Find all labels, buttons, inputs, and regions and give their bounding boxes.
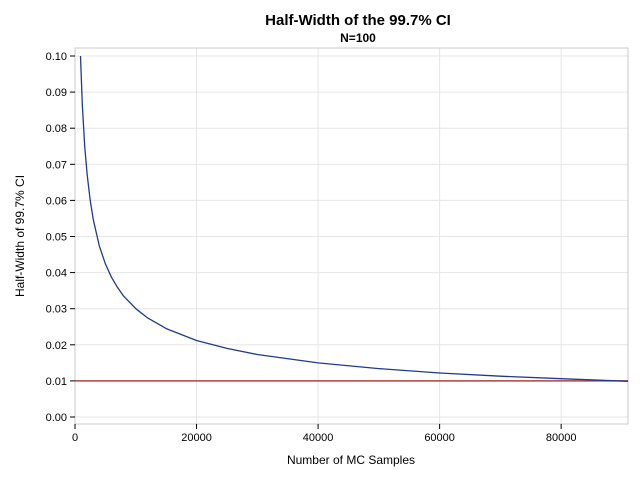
x-tick-label: 80000 <box>546 432 577 444</box>
y-axis-label: Half-Width of 99.7% CI <box>13 175 27 297</box>
chart-title: Half-Width of the 99.7% CI <box>265 12 451 29</box>
series-line <box>79 55 629 382</box>
y-tick-label: 0.02 <box>46 340 67 352</box>
y-tick-label: 0.00 <box>46 412 67 424</box>
y-axis-ticks: 0.00 0.01 0.02 0.03 0.04 0.05 0.06 0.07 0.08 0.09… <box>46 51 75 424</box>
x-tick-label: 0 <box>72 432 78 444</box>
chart-subtitle: N=100 <box>340 31 376 45</box>
x-tick-label: 60000 <box>424 432 455 444</box>
y-tick-label: 0.05 <box>46 232 67 244</box>
series-layer <box>79 55 629 382</box>
x-tick-label: 40000 <box>303 432 334 444</box>
grid <box>74 48 628 424</box>
y-tick-label: 0.09 <box>46 87 67 99</box>
y-tick-label: 0.03 <box>46 304 67 316</box>
x-axis-ticks: 0 20000 40000 60000 80000 <box>72 424 577 444</box>
y-tick-label: 0.10 <box>46 51 67 63</box>
x-axis-label: Number of MC Samples <box>287 453 415 467</box>
y-tick-label: 0.08 <box>46 123 67 135</box>
x-tick-label: 20000 <box>181 432 212 444</box>
y-tick-label: 0.01 <box>46 376 67 388</box>
y-tick-label: 0.04 <box>46 268 67 280</box>
y-tick-label: 0.06 <box>46 195 67 207</box>
y-tick-label: 0.07 <box>46 159 67 171</box>
